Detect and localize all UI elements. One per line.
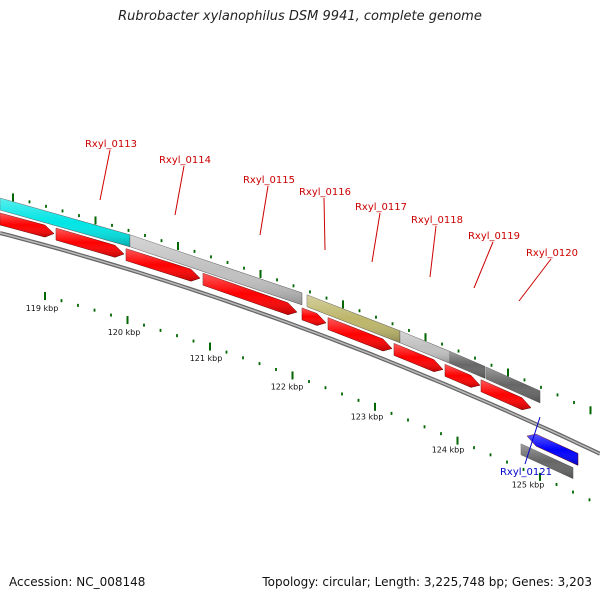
gene-label: Rxyl_0118 — [411, 215, 463, 226]
gene-label: Rxyl_0116 — [299, 187, 351, 198]
gene-feature-bar-shading — [486, 366, 540, 403]
cds-arrow-shading — [445, 364, 480, 388]
label-layer: 119 kbp 120 kbp 121 kbp 122 kbp 123 kbp 124 k… — [26, 139, 578, 490]
gene-leader-line — [259, 185, 269, 236]
gene-feature-bar-shading — [0, 198, 130, 247]
scale-label: 125 kbp — [512, 481, 545, 490]
gene-leader-line — [524, 416, 541, 465]
gene-label: Rxyl_0117 — [355, 202, 407, 213]
gene-feature-bar-reverse-shading — [521, 443, 573, 479]
cds-arrow-shading — [328, 317, 392, 351]
gene-label: Rxyl_0121 — [500, 467, 552, 478]
scale-label: 119 kbp — [26, 304, 59, 313]
backbone-line — [0, 231, 600, 456]
gene-label: Rxyl_0115 — [243, 175, 295, 186]
gene-leader-line — [518, 258, 552, 302]
cds-arrow-shading — [203, 273, 297, 315]
map-title: Rubrobacter xylanophilus DSM 9941, compl… — [118, 9, 482, 24]
cds-arrow-shading — [481, 379, 531, 410]
scale-label: 122 kbp — [271, 382, 304, 391]
gene-leader-line — [323, 197, 326, 251]
scale-label: 124 kbp — [432, 446, 465, 455]
cds-arrow-shading — [394, 343, 443, 372]
backbone-line-highlight — [0, 232, 600, 455]
gene-leader-line — [371, 212, 381, 263]
gene-leader-line — [473, 241, 494, 289]
cds-arrow-shading — [0, 213, 54, 238]
gene-label: Rxyl_0120 — [526, 248, 578, 259]
gene-feature-bar-shading — [450, 351, 485, 379]
scale-label: 123 kbp — [351, 413, 384, 422]
cds-arrow-shading — [56, 228, 124, 258]
scale-label: 120 kbp — [108, 328, 141, 337]
gene-feature-bar-shading — [400, 330, 450, 364]
gene-label: Rxyl_0119 — [468, 231, 520, 242]
gene-feature-bar-shading — [130, 234, 302, 305]
genome-info-text: Topology: circular; Length: 3,225,748 bp… — [262, 575, 592, 589]
cds-arrow-shading — [126, 248, 200, 282]
cds-arrow-reverse-shading — [527, 434, 578, 466]
gene-leader-line — [429, 225, 437, 278]
gene-leader-line — [174, 165, 185, 216]
gene-label: Rxyl_0113 — [85, 139, 137, 150]
scale-label: 121 kbp — [190, 354, 223, 363]
accession-text: Accession: NC_008148 — [9, 575, 146, 589]
backbone-layer — [0, 231, 600, 456]
feature-layer — [0, 197, 579, 479]
gene-feature-bar-shading — [307, 294, 400, 343]
tick-layer — [12, 193, 592, 502]
gene-label: Rxyl_0114 — [159, 155, 211, 166]
gene-leader-line — [99, 149, 111, 201]
cds-arrow-shading — [302, 307, 326, 326]
